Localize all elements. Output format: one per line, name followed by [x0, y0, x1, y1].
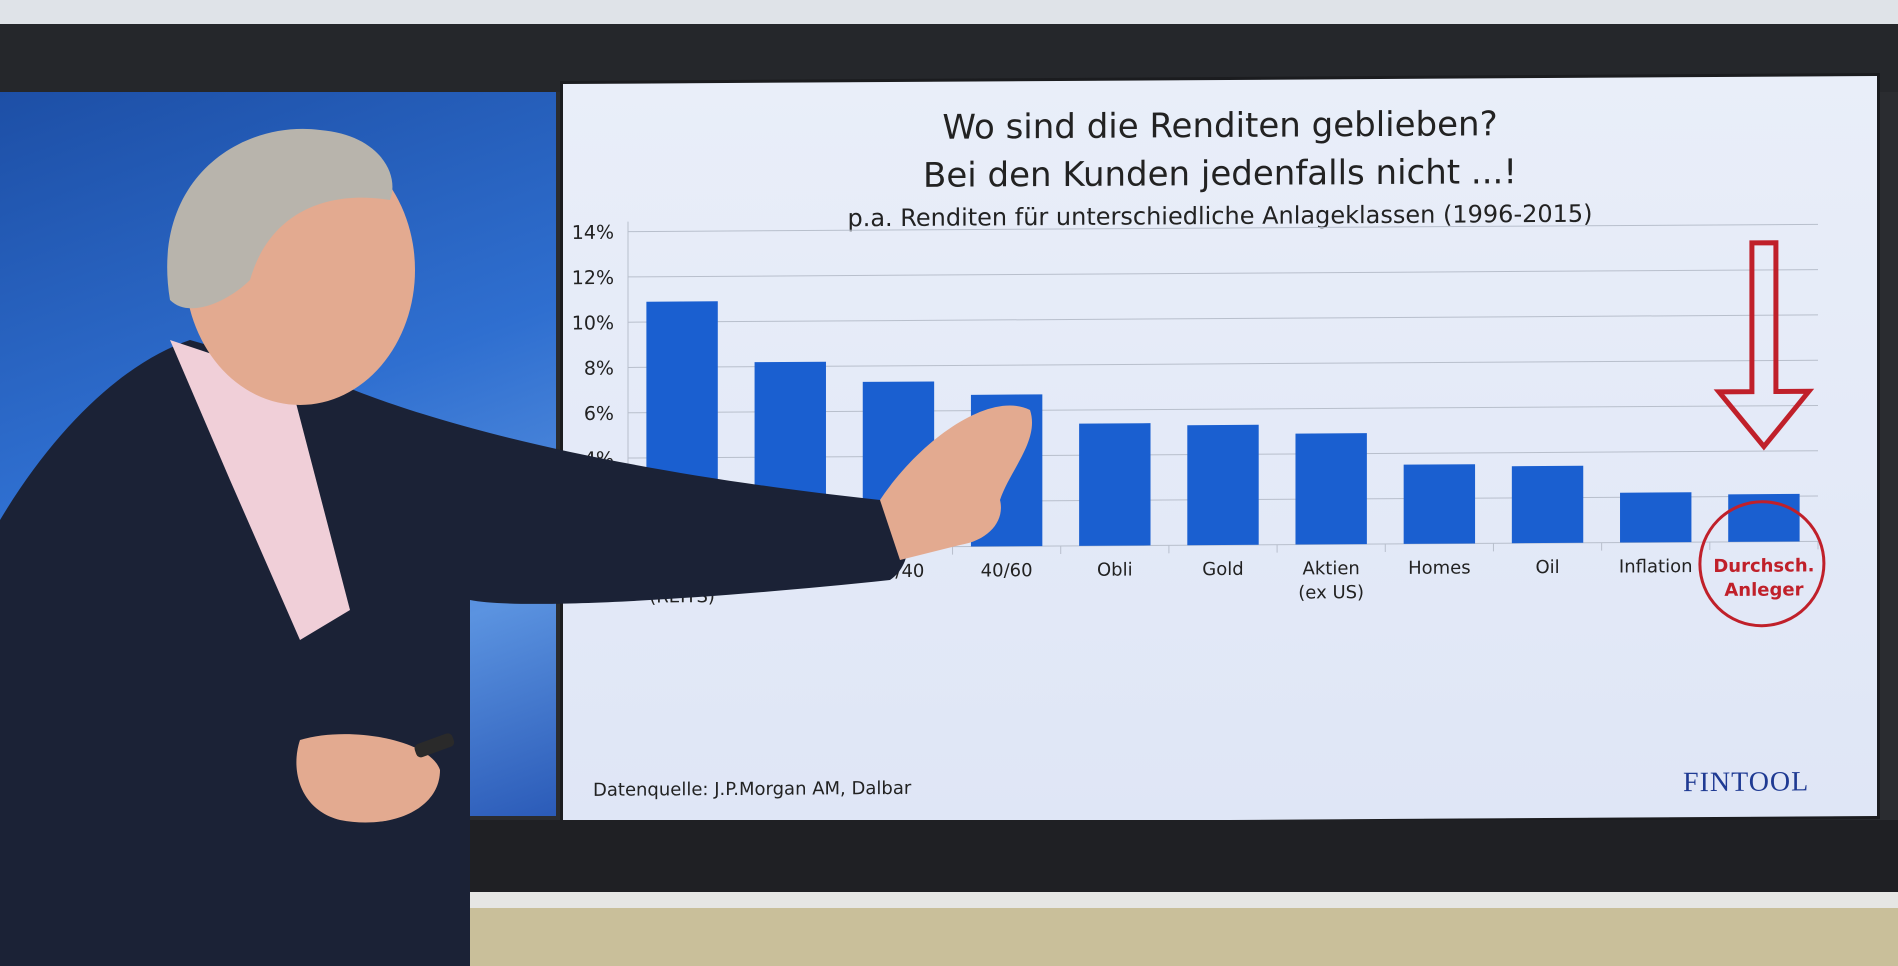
- presenter-hand-lower: [296, 734, 440, 823]
- bar: [1079, 423, 1151, 546]
- x-tick-label: Obli: [1097, 560, 1133, 581]
- y-tick-label: 10%: [572, 312, 614, 334]
- studio-wall: [0, 0, 1898, 26]
- grid-line: [628, 404, 1818, 414]
- bar: [1295, 433, 1367, 545]
- x-tick-label: Gold: [1202, 559, 1243, 580]
- studio-desk-edge: [0, 890, 1898, 912]
- x-tick-label: Oil: [1535, 557, 1559, 578]
- presenter-shirt: [170, 340, 350, 640]
- x-tick-label: Inflation: [1619, 556, 1693, 577]
- grid-line: [628, 359, 1818, 368]
- presenter-hair: [167, 128, 393, 309]
- highlight-circle: [1698, 500, 1826, 628]
- y-tick-label: 14%: [572, 222, 614, 244]
- bar: [1187, 424, 1259, 546]
- down-arrow: [1713, 240, 1815, 451]
- x-tick-label: 40/60: [981, 560, 1033, 581]
- clicker-remote: [414, 733, 455, 758]
- bar: [1403, 464, 1476, 544]
- y-tick-label: 12%: [572, 267, 614, 289]
- y-tick-label: 8%: [584, 358, 614, 380]
- grid-line: [628, 314, 1818, 323]
- x-tick-label: Homes: [1408, 557, 1471, 578]
- bar: [1620, 492, 1692, 543]
- presenter-jacket: [0, 340, 909, 966]
- bar: [1511, 465, 1584, 544]
- grid-line: [628, 223, 1818, 233]
- x-tick-label: Anleger: [1724, 579, 1803, 600]
- grid-line: [628, 269, 1818, 278]
- x-tick-label: Aktien: [1303, 558, 1360, 579]
- y-tick-label: 6%: [584, 403, 614, 425]
- presenter-hand-raised: [880, 405, 1033, 560]
- x-tick-label: (ex US): [1298, 582, 1364, 603]
- x-tick-label: Durchsch.: [1713, 555, 1814, 577]
- screen-frame-bottom: [430, 820, 1898, 892]
